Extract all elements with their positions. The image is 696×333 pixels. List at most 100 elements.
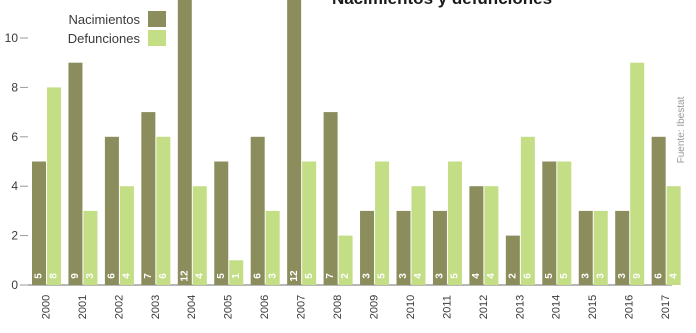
x-tick-label: 2008: [332, 295, 344, 319]
x-tick-label: 2017: [660, 295, 672, 319]
bar-value-label: 6: [252, 273, 263, 279]
bar: [651, 136, 666, 285]
x-tick-label: 2001: [77, 295, 89, 319]
bar: [287, 0, 302, 285]
bar-value-label: 4: [668, 273, 679, 279]
bars-layer: [32, 0, 681, 286]
bar-value-label: 1: [231, 273, 242, 279]
bar-value-label: 4: [471, 273, 482, 279]
bar-value-label: 5: [216, 273, 227, 279]
bar: [47, 87, 61, 286]
bar-value-label: 5: [450, 273, 461, 279]
bar: [229, 260, 244, 285]
bar-value-label: 2: [507, 273, 518, 279]
x-tick-label: 2015: [587, 295, 599, 319]
bar-value-label: 6: [107, 273, 118, 279]
bar-value-label: 3: [595, 273, 606, 279]
bar-value-label: 6: [653, 273, 664, 279]
bar: [250, 136, 265, 285]
x-tick-label: 2011: [441, 295, 453, 319]
bar-value-label: 4: [486, 273, 497, 279]
bar-value-label: 9: [632, 273, 643, 279]
bar-value-label: 7: [325, 273, 336, 279]
bar: [666, 186, 681, 285]
x-tick-label: 2005: [223, 295, 235, 319]
x-tick-label: 2000: [40, 295, 52, 319]
x-tick-label: 2006: [259, 295, 271, 319]
bar: [432, 210, 447, 285]
x-tick-label: 2002: [113, 295, 125, 319]
bar: [360, 210, 375, 285]
bar: [484, 186, 499, 285]
legend-label: Nacimientos: [68, 12, 140, 27]
y-tick-label: 2: [11, 229, 18, 243]
bar: [505, 235, 520, 285]
bar-value-label: 3: [580, 273, 591, 279]
bar-value-label: 5: [34, 273, 45, 279]
bar: [83, 210, 98, 285]
bar-value-label: 3: [85, 273, 96, 279]
bar: [192, 186, 207, 285]
bar: [104, 136, 119, 285]
bar-value-label: 6: [522, 273, 533, 279]
bar-value-label: 3: [617, 273, 628, 279]
bar-value-label: 5: [304, 273, 315, 279]
bar-value-label: 3: [267, 273, 278, 279]
x-tick-label: 2009: [368, 295, 380, 319]
bar-value-label: 5: [559, 273, 570, 279]
bar: [265, 210, 280, 285]
bar-value-label: 3: [398, 273, 409, 279]
legend-swatch: [148, 11, 166, 27]
bar-value-label: 6: [158, 273, 169, 279]
bar: [177, 0, 192, 285]
x-tick-label: 2010: [405, 295, 417, 319]
bar: [520, 136, 535, 285]
bar-value-label: 8: [49, 273, 60, 279]
bar: [411, 186, 426, 285]
bar: [630, 62, 645, 286]
bar: [156, 136, 171, 285]
bar: [396, 210, 411, 285]
bar: [557, 161, 572, 285]
chart-title: Nacimientos y defunciones: [332, 0, 552, 8]
bar: [447, 161, 462, 285]
bar: [578, 210, 593, 285]
bar: [469, 186, 484, 285]
y-tick-label: 6: [11, 130, 18, 144]
bar-value-label: 4: [194, 273, 205, 279]
bar: [68, 62, 83, 286]
x-tick-label: 2013: [514, 295, 526, 319]
y-tick-label: 4: [11, 179, 18, 193]
bar: [32, 161, 46, 285]
bar: [542, 161, 557, 285]
x-tick-label: 2016: [624, 295, 636, 319]
legend-label: Defunciones: [68, 31, 141, 46]
bar-value-label: 12: [289, 270, 300, 282]
bar-value-label: 12: [179, 270, 190, 282]
bar: [119, 186, 134, 285]
x-tick-label: 2014: [551, 295, 563, 319]
bar-value-label: 3: [362, 273, 373, 279]
bar: [615, 210, 630, 285]
y-tick-label: 10: [5, 31, 19, 45]
bar-value-label: 3: [435, 273, 446, 279]
bar-value-label: 7: [143, 273, 154, 279]
y-tick-label: 0: [11, 278, 18, 292]
x-tick-label: 2007: [296, 295, 308, 319]
y-tick-label: 8: [11, 80, 18, 94]
x-tick-label: 2004: [186, 295, 198, 319]
bar: [338, 235, 353, 285]
axis-layer: 0 2 4 6 8 10: [5, 31, 672, 292]
bar: [214, 161, 229, 285]
source-note: Fuente: Ibestat: [676, 96, 687, 163]
bar-value-label: 5: [377, 273, 388, 279]
x-tick-label: 2012: [478, 295, 490, 319]
bar-value-label: 9: [70, 273, 81, 279]
bar: [375, 161, 390, 285]
bar-value-label: 2: [340, 273, 351, 279]
bar: [141, 112, 156, 285]
x-tick-label: 2003: [150, 295, 162, 319]
